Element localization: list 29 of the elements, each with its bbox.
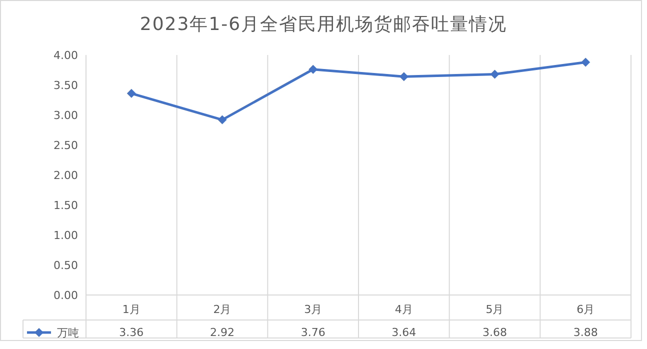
y-tick-label: 3.00 xyxy=(54,108,78,122)
y-tick-label: 4.00 xyxy=(54,48,78,62)
point xyxy=(218,115,227,124)
point xyxy=(126,88,136,98)
data-label: 2.92 xyxy=(210,326,234,339)
y-tick-label: 3.50 xyxy=(54,78,78,92)
data-label: 3.76 xyxy=(300,326,326,339)
x-tick-label: 4月 xyxy=(394,303,413,316)
x-tick-label: 6月 xyxy=(576,303,595,316)
y-tick-label: 0.00 xyxy=(54,288,78,302)
point xyxy=(308,64,318,74)
y-tick-label: 1.50 xyxy=(54,198,78,212)
x-tick-label: 1月 xyxy=(122,303,140,316)
point xyxy=(399,72,408,82)
legend-label: 万吨 xyxy=(57,326,79,340)
y-tick-label: 2.00 xyxy=(54,168,78,182)
data-label: 3.36 xyxy=(119,326,144,339)
data-label: 3.64 xyxy=(392,326,416,339)
point xyxy=(490,70,500,79)
x-tick-label: 2月 xyxy=(213,303,232,316)
data-label: 3.88 xyxy=(573,326,598,339)
data-label: 3.68 xyxy=(482,326,507,339)
x-tick-label: 3月 xyxy=(304,303,322,316)
chart-title: 2023年1-6月全省民用机场货邮吞吐量情况 xyxy=(140,14,508,35)
x-tick-label: 5月 xyxy=(486,303,504,316)
point xyxy=(581,58,590,67)
y-tick-label: 2.50 xyxy=(54,138,78,152)
y-tick-label: 0.50 xyxy=(54,258,78,272)
y-tick-label: 1.00 xyxy=(54,228,78,242)
